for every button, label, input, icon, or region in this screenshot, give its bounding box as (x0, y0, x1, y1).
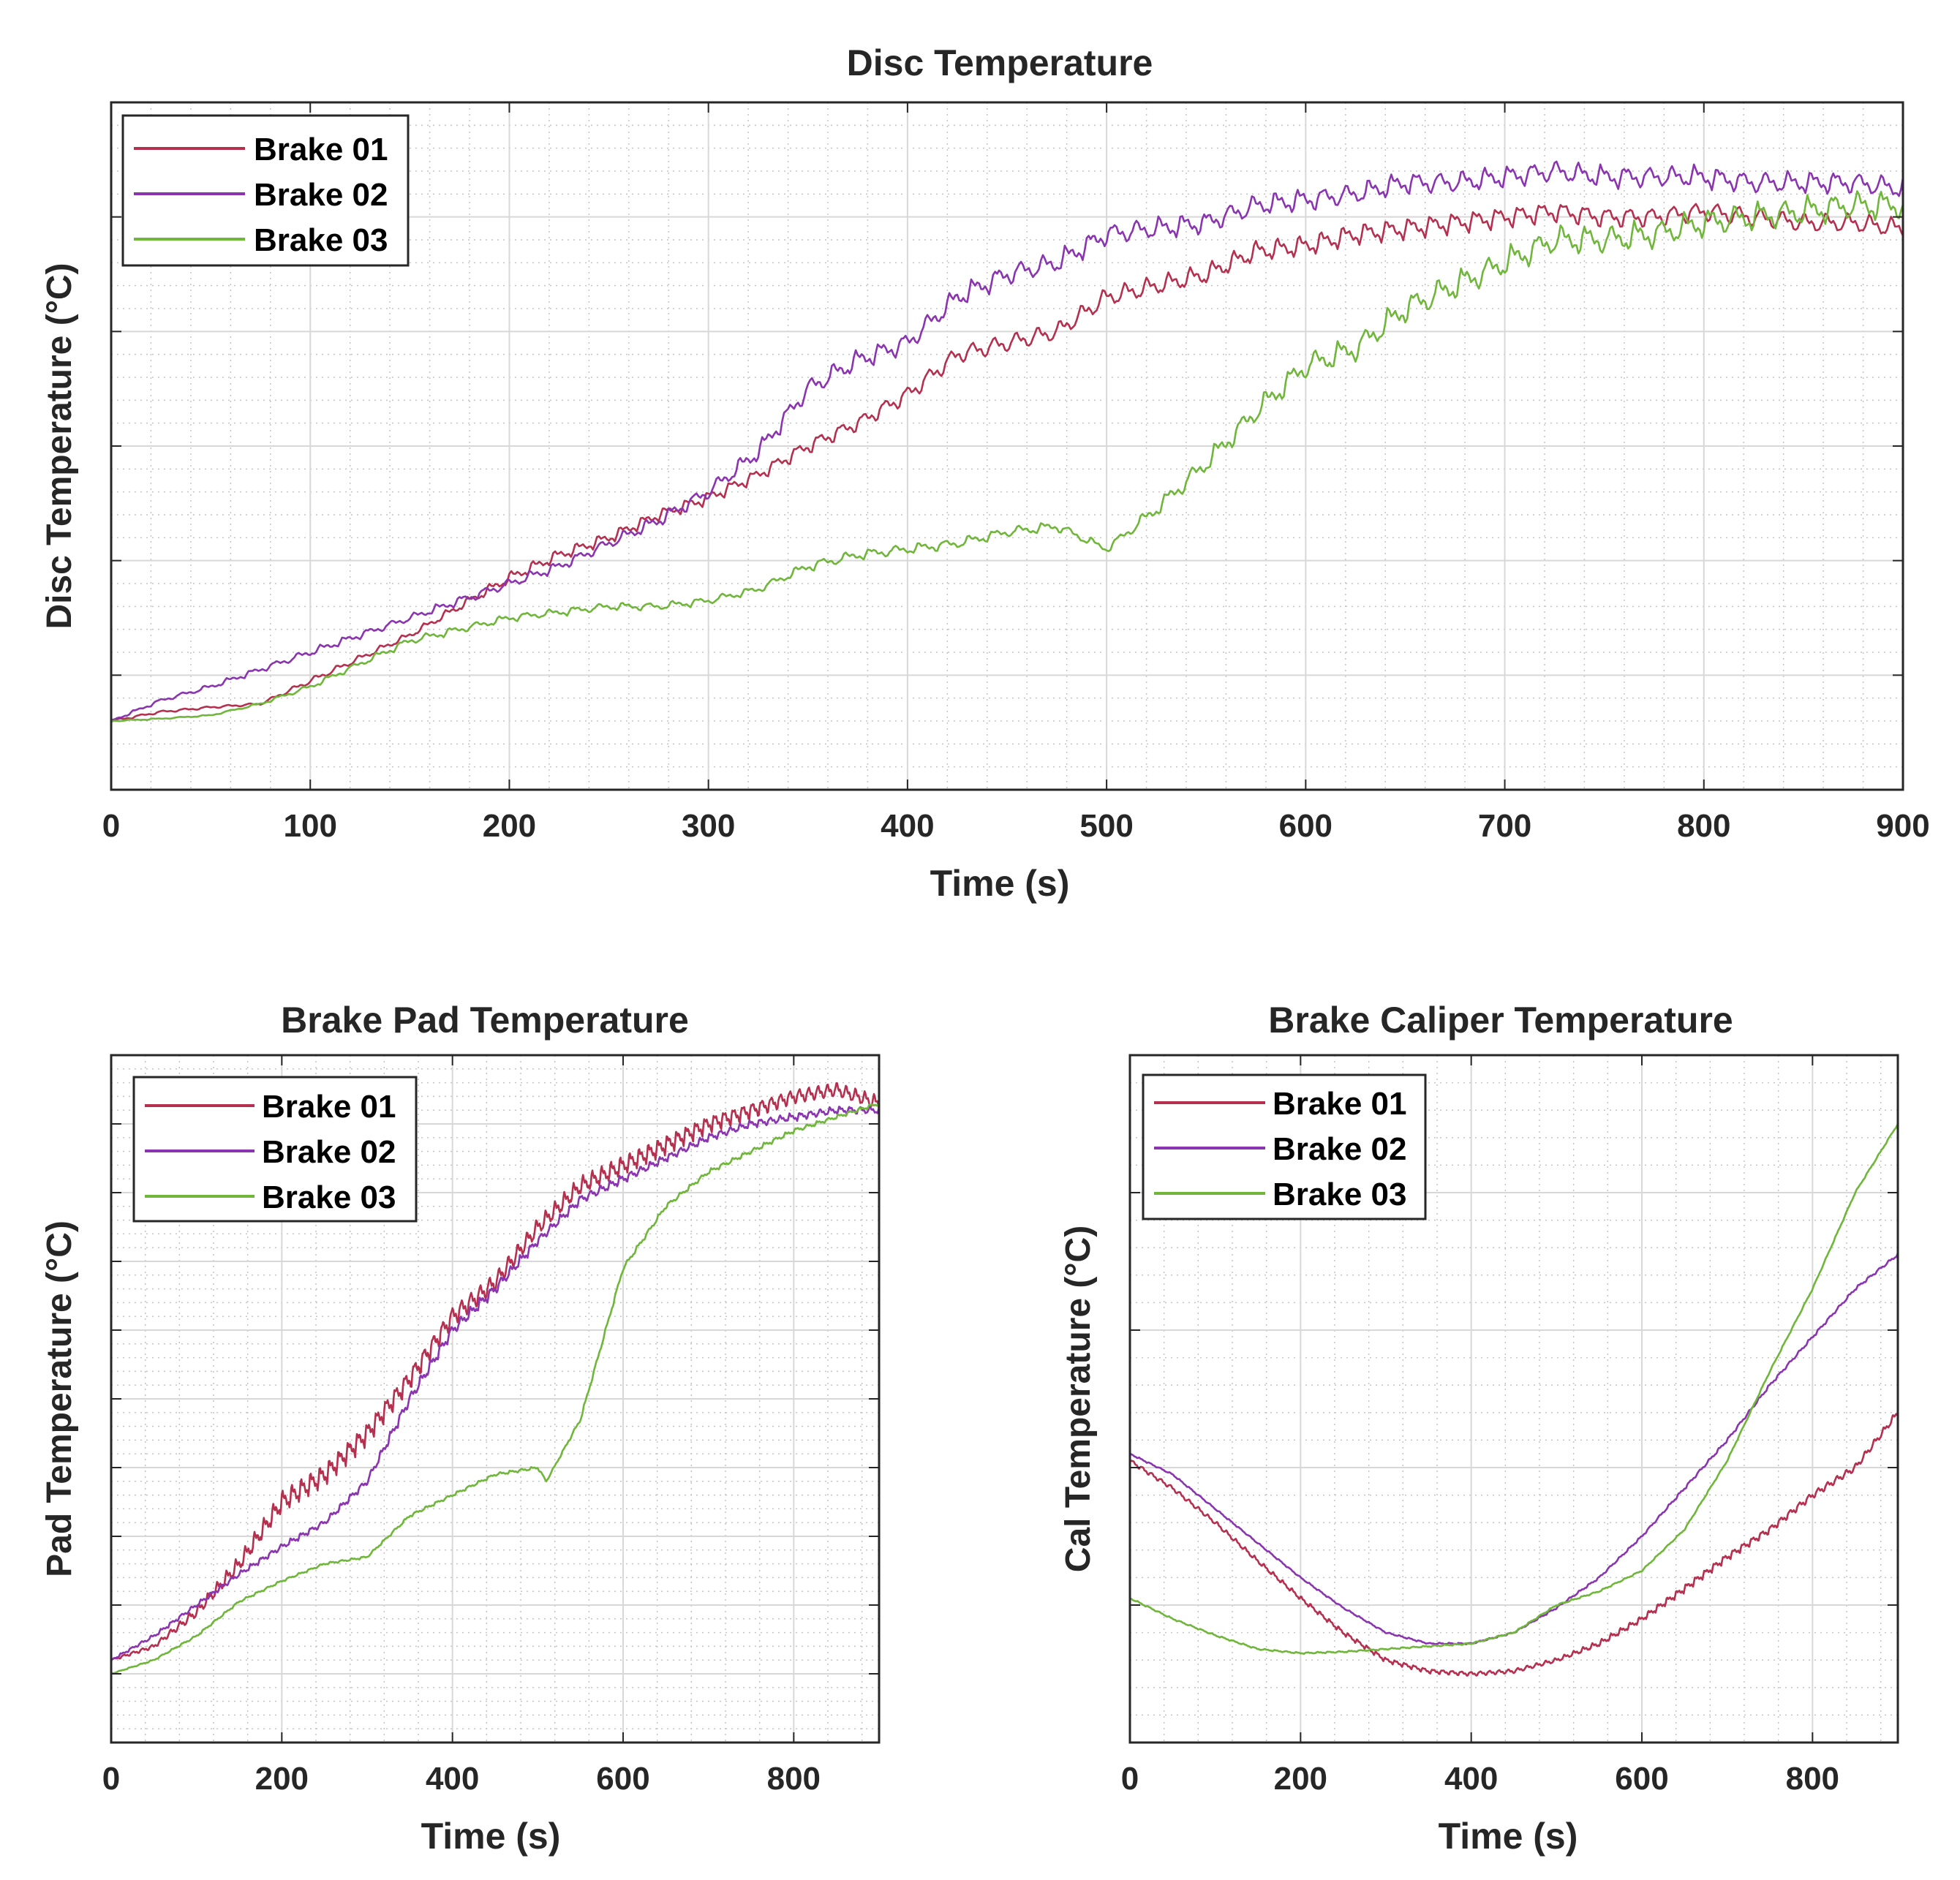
disc-x-tick-labels: 0 100 200 300 400 500 600 700 800 900 (102, 808, 1930, 844)
caliper-grid (1130, 1055, 1898, 1743)
caliper-legend-label-brake03: Brake 03 (1273, 1177, 1406, 1212)
disc-panel: Disc Temperature 0 100 200 300 400 500 600 700 8… (40, 42, 1930, 904)
disc-x-tick-label: 0 (102, 808, 120, 844)
pad-legend: Brake 01 Brake 02 Brake 03 (132, 1076, 418, 1223)
pad-legend-label-brake02: Brake 02 (262, 1134, 396, 1170)
pad-x-tick-label: 200 (255, 1761, 309, 1797)
disc-legend: Brake 01 Brake 02 Brake 03 (121, 114, 410, 267)
disc-x-tick-label: 600 (1279, 808, 1333, 844)
pad-line-brake03 (110, 1102, 881, 1675)
disc-x-tick-label: 700 (1478, 808, 1531, 844)
pad-line-brake02 (110, 1105, 881, 1661)
caliper-tick-marks (1129, 1055, 1898, 1743)
caliper-x-tick-label: 600 (1615, 1761, 1668, 1797)
pad-grid (111, 1055, 879, 1743)
pad-legend-label-brake03: Brake 03 (262, 1179, 396, 1215)
caliper-x-tick-label: 0 (1121, 1761, 1139, 1797)
disc-ylabel: Disc Temperature (°C) (40, 263, 79, 629)
disc-title: Disc Temperature (847, 42, 1153, 83)
pad-x-tick-labels: 0 200 400 600 800 (102, 1761, 821, 1797)
disc-x-tick-label: 300 (682, 808, 735, 844)
disc-legend-label-brake03: Brake 03 (254, 222, 388, 258)
caliper-x-tick-label: 800 (1786, 1761, 1839, 1797)
disc-x-tick-label: 400 (881, 808, 934, 844)
disc-legend-label-brake01: Brake 01 (254, 132, 388, 167)
disc-x-tick-label: 800 (1677, 808, 1730, 844)
caliper-x-tick-labels: 0 200 400 600 800 (1121, 1761, 1839, 1797)
caliper-legend-label-brake02: Brake 02 (1273, 1131, 1406, 1167)
caliper-legend-label-brake01: Brake 01 (1273, 1086, 1406, 1122)
caliper-line-brake03 (1129, 1123, 1899, 1656)
disc-series-lines (110, 160, 1904, 723)
pad-legend-label-brake01: Brake 01 (262, 1089, 396, 1125)
pad-x-tick-label: 0 (102, 1761, 120, 1797)
disc-x-tick-label: 200 (483, 808, 536, 844)
disc-x-tick-label: 500 (1079, 808, 1133, 844)
caliper-legend: Brake 01 Brake 02 Brake 03 (1142, 1073, 1427, 1220)
disc-line-brake01 (110, 203, 1904, 723)
pad-panel: Brake Pad Temperature 0 200 400 600 800 Time… (40, 1000, 881, 1857)
pad-xlabel: Time (s) (421, 1816, 561, 1857)
pad-series-lines (110, 1081, 881, 1675)
caliper-axes-box (1128, 1054, 1899, 1744)
caliper-line-brake01 (1128, 1413, 1899, 1677)
disc-x-tick-label: 900 (1876, 808, 1929, 844)
caliper-ylabel: Cal Temperature (°C) (1059, 1226, 1098, 1572)
caliper-x-tick-label: 200 (1274, 1761, 1327, 1797)
pad-tick-marks (110, 1055, 879, 1743)
caliper-panel: Brake Caliper Temperature 0 200 400 600 800 … (1059, 1000, 1899, 1857)
disc-tick-marks (110, 102, 1904, 790)
disc-legend-label-brake02: Brake 02 (254, 177, 388, 213)
disc-line-brake02 (110, 160, 1904, 721)
caliper-x-tick-label: 400 (1444, 1761, 1498, 1797)
pad-x-tick-label: 800 (767, 1761, 821, 1797)
disc-grid (111, 102, 1903, 790)
caliper-xlabel: Time (s) (1439, 1816, 1578, 1857)
disc-xlabel: Time (s) (930, 863, 1070, 904)
caliper-series-lines (1128, 1123, 1899, 1677)
pad-ylabel: Pad Temperature (°C) (40, 1220, 79, 1577)
disc-x-tick-label: 100 (284, 808, 337, 844)
caliper-title: Brake Caliper Temperature (1268, 1000, 1733, 1041)
disc-line-brake03 (111, 190, 1904, 722)
pad-x-tick-label: 400 (426, 1761, 479, 1797)
pad-x-tick-label: 600 (596, 1761, 649, 1797)
pad-title: Brake Pad Temperature (281, 1000, 689, 1041)
